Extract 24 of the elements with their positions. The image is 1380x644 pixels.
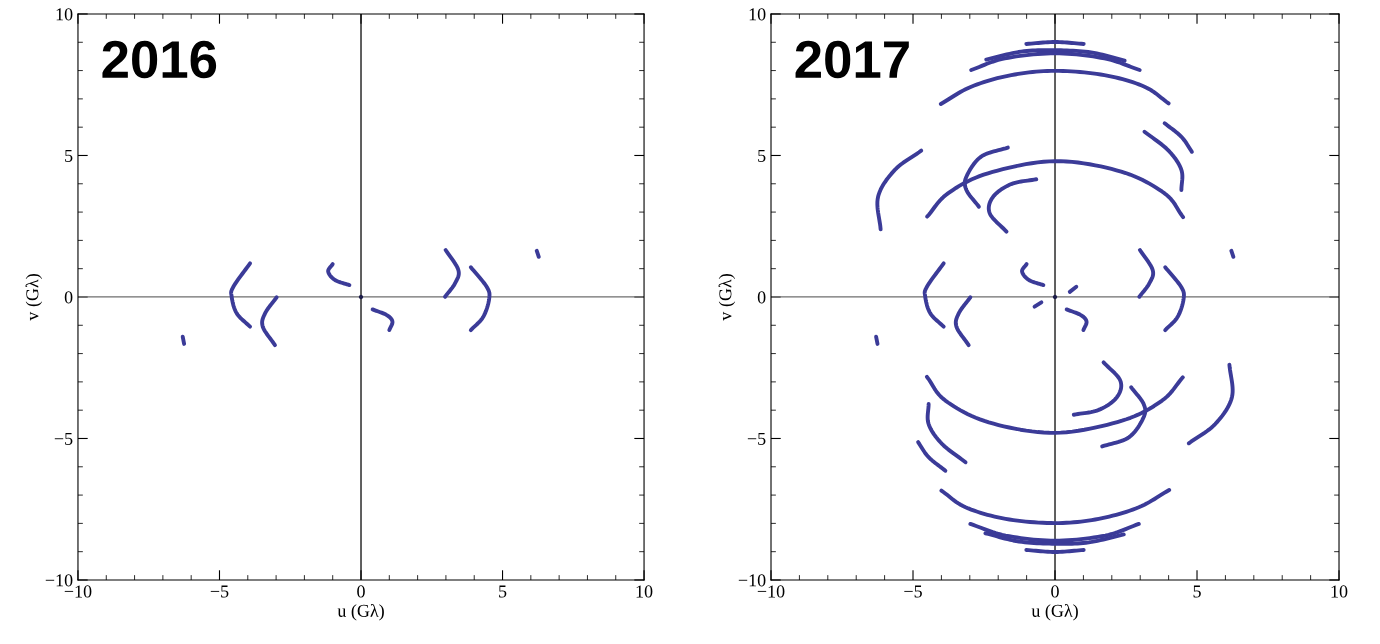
annotation: 2016 [102, 40, 217, 79]
y-tick-label: −5 [54, 432, 73, 445]
y-tick-label: 0 [757, 291, 766, 304]
x-tick-label: 0 [357, 585, 365, 598]
x-tick-label: 10 [636, 585, 653, 598]
y-tick-label: −5 [747, 432, 766, 445]
y-tick-label: 0 [64, 291, 73, 304]
x-tick-label: 5 [1193, 585, 1201, 598]
y-tick-label: 10 [56, 8, 73, 21]
y-tick-label: −10 [45, 574, 73, 587]
x-tick-label: −5 [904, 585, 922, 598]
x-axis-title: u (Gλ) [1031, 604, 1078, 621]
y-tick-label: 10 [749, 8, 766, 21]
x-tick-label: 10 [1331, 585, 1348, 598]
y-axis-title: v (Gλ) [718, 274, 736, 321]
annotation: 2017 [795, 40, 909, 79]
y-tick-label: −10 [738, 574, 766, 587]
x-axis-title: u (Gλ) [337, 604, 384, 621]
x-tick-label: 5 [499, 585, 507, 598]
y-axis-title: v (Gλ) [25, 274, 43, 321]
x-tick-label: −5 [210, 585, 229, 598]
x-tick-label: 0 [1051, 585, 1059, 598]
y-tick-label: 5 [758, 149, 766, 162]
y-tick-label: 5 [65, 149, 73, 162]
